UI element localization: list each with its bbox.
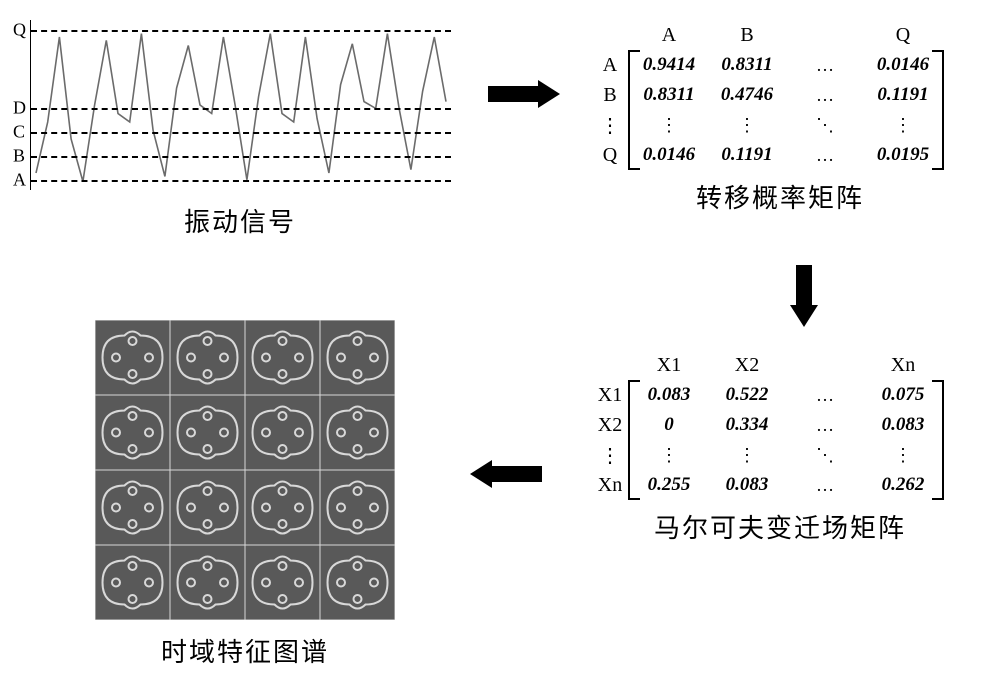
matrix-row-header: A — [603, 54, 617, 77]
vibration-level-label: D — [13, 98, 26, 119]
arrow-matrix1-to-matrix2 — [790, 265, 818, 327]
time-domain-feature-map — [95, 320, 395, 620]
matrix-cell: ⋱ — [816, 445, 834, 466]
diagram-container: QDCBA 振动信号 ABQA0.94140.8311…0.0146B0.831… — [20, 20, 980, 660]
transition-matrix-panel: ABQA0.94140.8311…0.0146B0.83110.4746…0.1… — [590, 20, 970, 215]
matrix-col-header: Q — [896, 24, 910, 47]
matrix-cell: 0.1191 — [877, 84, 928, 106]
vibration-level-line — [31, 30, 451, 32]
matrix-cell: 0.522 — [726, 384, 769, 406]
matrix-cell: 0.8311 — [721, 54, 772, 76]
matrix-col-header: A — [662, 24, 676, 47]
feature-image-panel: 时域特征图谱 — [80, 320, 410, 669]
vibration-level-line — [31, 180, 451, 182]
matrix-cell: 0.9414 — [643, 54, 695, 76]
matrix-cell: 0.083 — [648, 384, 691, 406]
mtf-matrix: X1 X2 Xn X1 0.083 0.522 … 0.075 X2 0 0.334 … 0.083 ⋮ ⋮… — [590, 350, 942, 500]
vibration-caption: 振动信号 — [30, 202, 450, 239]
arrow-matrix2-to-image — [470, 460, 542, 488]
vibration-level-label: C — [13, 122, 25, 143]
vibration-level-line — [31, 108, 451, 110]
matrix-cell: … — [816, 475, 834, 496]
matrix-row-header: ⋮ — [600, 113, 620, 138]
matrix-row-header: ⋮ — [600, 443, 620, 468]
matrix-col-header: B — [740, 24, 753, 47]
arrow-signal-to-matrix1 — [488, 80, 560, 108]
matrix-cell: 0.0146 — [643, 144, 695, 166]
matrix-cell: ⋮ — [894, 115, 912, 136]
mtf-matrix-panel: X1 X2 Xn X1 0.083 0.522 … 0.075 X2 0 0.334 … 0.083 ⋮ ⋮… — [590, 350, 970, 545]
matrix-row-header: X2 — [598, 414, 622, 437]
matrix-cell: … — [816, 385, 834, 406]
transition-matrix-caption: 转移概率矩阵 — [590, 178, 970, 215]
matrix-cell: … — [816, 55, 834, 76]
matrix-cell: … — [816, 85, 834, 106]
matrix-row-header: X1 — [598, 384, 622, 407]
matrix-cell: 0.255 — [648, 474, 691, 496]
matrix-cell: 0.262 — [882, 474, 925, 496]
matrix-cell: … — [816, 415, 834, 436]
matrix-cell: 0.083 — [726, 474, 769, 496]
vibration-level-label: Q — [13, 20, 26, 41]
vibration-signal-panel: QDCBA 振动信号 — [30, 20, 450, 220]
matrix-cell: ⋮ — [660, 445, 678, 466]
matrix-col-header: Xn — [891, 354, 915, 377]
matrix-col-header: X2 — [735, 354, 759, 377]
matrix-cell: ⋮ — [660, 115, 678, 136]
matrix-cell: 0.1191 — [721, 144, 772, 166]
matrix-cell: ⋱ — [816, 115, 834, 136]
vibration-level-label: A — [13, 169, 26, 190]
vibration-level-line — [31, 156, 451, 158]
matrix-cell: 0.0195 — [877, 144, 929, 166]
mtf-matrix-caption: 马尔可夫变迁场矩阵 — [590, 508, 970, 545]
vibration-level-line — [31, 132, 451, 134]
matrix-col-header: X1 — [657, 354, 681, 377]
matrix-cell: 0.083 — [882, 414, 925, 436]
matrix-cell: ⋮ — [894, 445, 912, 466]
matrix-row-header: Q — [603, 144, 617, 167]
matrix-cell: ⋮ — [738, 115, 756, 136]
matrix-cell: 0.334 — [726, 414, 769, 436]
matrix-cell: 0.075 — [882, 384, 925, 406]
matrix-cell: 0.8311 — [643, 84, 694, 106]
vibration-level-label: B — [13, 146, 25, 167]
matrix-cell: ⋮ — [738, 445, 756, 466]
matrix-cell: … — [816, 145, 834, 166]
matrix-row-header: Xn — [598, 474, 622, 497]
transition-matrix: ABQA0.94140.8311…0.0146B0.83110.4746…0.1… — [590, 20, 942, 170]
feature-image-caption: 时域特征图谱 — [80, 632, 410, 669]
feature-pattern — [95, 320, 395, 620]
matrix-cell: 0 — [664, 414, 674, 436]
vibration-waveform — [31, 20, 451, 190]
matrix-cell: 0.4746 — [721, 84, 773, 106]
vibration-plot: QDCBA — [30, 20, 451, 190]
matrix-cell: 0.0146 — [877, 54, 929, 76]
matrix-row-header: B — [603, 84, 616, 107]
